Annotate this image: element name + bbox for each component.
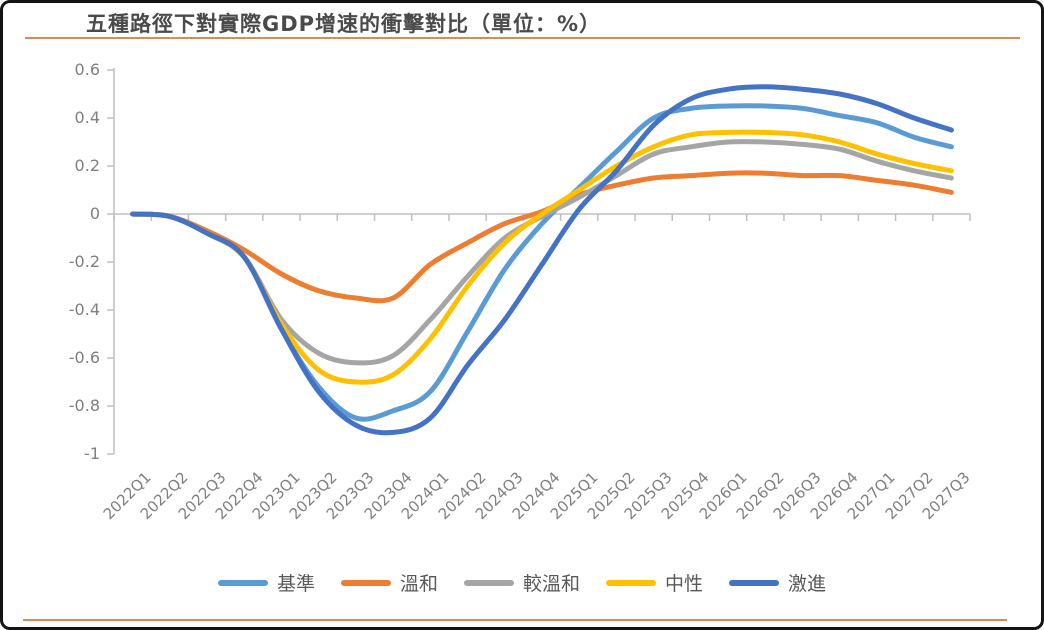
title-divider: [25, 37, 1020, 39]
chart-title: 五種路徑下對實際GDP增速的衝擊對比（單位：%）: [86, 12, 602, 36]
y-tick-label: -0.2: [68, 252, 100, 271]
y-tick-label: 0.6: [74, 60, 100, 79]
legend-label-aggressive: 激進: [788, 573, 827, 595]
legend-item-neutral: 中性: [606, 569, 703, 596]
legend-item-relatively-moderate: 較溫和: [463, 569, 580, 596]
legend-swatch-baseline: [217, 579, 268, 586]
legend-swatch-aggressive: [729, 579, 780, 586]
legend-swatch-moderate: [340, 579, 391, 586]
y-tick-label: -0.6: [68, 348, 100, 367]
y-tick-label: -0.4: [68, 300, 100, 319]
legend-label-neutral: 中性: [665, 573, 704, 595]
chart-legend: 基準 溫和 較溫和 中性 激進: [0, 569, 1044, 596]
bottom-divider: [23, 619, 1007, 621]
legend-item-aggressive: 激進: [729, 569, 826, 596]
y-tick-label: 0: [89, 204, 100, 223]
legend-label-baseline: 基準: [276, 573, 315, 595]
series-line-aggressive: [130, 84, 954, 436]
y-tick-label: -1: [84, 444, 100, 463]
legend-label-moderate: 溫和: [399, 573, 438, 595]
legend-item-moderate: 溫和: [340, 569, 438, 596]
y-tick-label: 0.2: [74, 156, 100, 175]
legend-swatch-neutral: [606, 579, 656, 586]
legend-label-relatively-moderate: 較溫和: [522, 573, 580, 595]
legend-item-baseline: 基準: [217, 569, 315, 596]
legend-swatch-relatively-moderate: [463, 579, 514, 586]
y-tick-label: 0.4: [74, 108, 100, 127]
y-tick-label: -0.8: [68, 396, 100, 415]
series-line-moderate: [130, 170, 954, 304]
